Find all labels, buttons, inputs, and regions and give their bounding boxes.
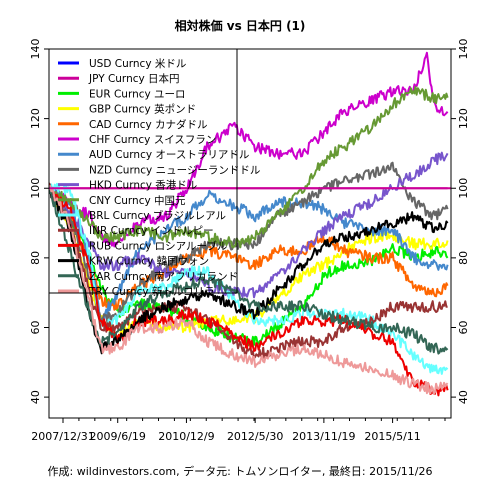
legend-label: HKD Curncy 香港ドル (89, 180, 197, 192)
legend-box (48, 48, 238, 294)
series-line-krw (49, 185, 449, 355)
legend-label: AUD Curncy オーストラリアドル (89, 149, 249, 161)
y-tick-label-right: 100 (457, 178, 470, 199)
series-line-hkd (49, 151, 449, 299)
legend-label: GBP Curncy 英ポンド (89, 103, 196, 116)
legend-label: ZAR Curncy 南アフリカランド (89, 270, 238, 283)
series-line-inr (49, 182, 448, 360)
axes: 40 40 60 60 80 80 100 100 120 120 140 140 2007/12/31… (29, 39, 470, 444)
y-tick-label-right: 120 (457, 108, 470, 129)
x-tick-label: 2010/12/9 (158, 430, 214, 443)
legend-label: CNY Curncy 中国元 (89, 194, 186, 207)
y-tick-label-left: 140 (29, 39, 42, 60)
y-tick-label-right: 80 (457, 251, 470, 265)
y-tick-label-left: 80 (29, 251, 42, 265)
legend-label: NZD Curncy ニュージーランドドル (89, 164, 260, 176)
series-line-nzd (49, 161, 449, 326)
legend-label: EUR Curncy ユーロ (89, 88, 186, 100)
y-tick-label-left: 40 (29, 390, 42, 404)
legend-label: JPY Curncy 日本円 (88, 72, 180, 85)
y-tick-label-left: 60 (29, 320, 42, 334)
x-tick-label: 2013/11/19 (292, 430, 355, 443)
series-line-chf (49, 51, 449, 248)
x-tick-label: 2015/5/11 (364, 430, 420, 443)
series-lines (49, 51, 449, 397)
y-tick-label-right: 60 (457, 320, 470, 334)
x-tick-label: 2007/12/31 (31, 430, 94, 443)
y-tick-label-left: 100 (29, 178, 42, 199)
legend-label: CAD Curncy カナダドル (89, 118, 208, 131)
legend-label: INR Curncy インドルピー (89, 225, 214, 237)
legend-label: USD Curncy 米ドル (89, 57, 186, 70)
legend-label: BRL Curncy ブラジルレアル (89, 209, 226, 222)
x-tick-label: 2009/6/19 (90, 430, 146, 443)
x-tick-label: 2012/5/30 (227, 430, 283, 443)
series-line-brl (49, 182, 449, 375)
series-line-try (49, 185, 449, 395)
y-tick-label-left: 120 (29, 108, 42, 129)
plot-area (48, 48, 452, 419)
legend-label: TRY Curncy 新トルコリラ (88, 285, 215, 298)
chart-title: 相対株価 vs 日本円 (1) (175, 18, 306, 33)
y-tick-label-right: 40 (457, 390, 470, 404)
legend-label: KRW Curncy 韓国ウォン (89, 256, 209, 268)
chart-caption: 作成: wildinvestors.com, データ元: トムソンロイター, 最… (48, 464, 433, 478)
legend-label: RUB Curncy ロシアルーブル (89, 239, 227, 252)
series-line-zar (49, 187, 449, 355)
legend-label: CHF Curncy スイスフラン (89, 134, 216, 146)
y-tick-label-right: 140 (457, 39, 470, 60)
series-line-cny (49, 85, 449, 249)
legend: USD Curncy 米ドル JPY Curncy 日本円 EUR Curncy ユ… (48, 48, 260, 298)
